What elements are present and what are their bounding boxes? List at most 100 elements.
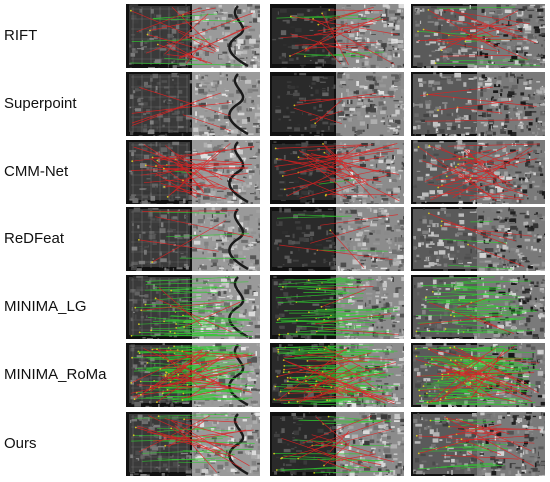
image-pair bbox=[411, 207, 545, 271]
keypoint bbox=[169, 330, 172, 333]
wrong-match-line bbox=[317, 377, 359, 400]
image-pair bbox=[126, 343, 260, 407]
correct-match-line bbox=[178, 461, 211, 464]
correct-match-line bbox=[144, 287, 225, 291]
keypoint bbox=[177, 373, 180, 376]
keypoint bbox=[440, 224, 443, 227]
correct-match-line bbox=[308, 277, 348, 281]
correct-match-line bbox=[152, 286, 217, 289]
wrong-match-line bbox=[143, 173, 248, 184]
image-pair bbox=[411, 140, 545, 204]
keypoint bbox=[321, 371, 324, 373]
correct-match-line bbox=[289, 399, 388, 405]
correct-match-line bbox=[274, 397, 392, 401]
wrong-match-line bbox=[318, 9, 363, 25]
correct-match-line bbox=[148, 211, 226, 214]
wrong-match-line bbox=[182, 7, 216, 16]
correct-match-line bbox=[314, 470, 394, 474]
correct-match-line bbox=[141, 448, 253, 454]
wrong-match-line bbox=[427, 390, 521, 403]
correct-match-line bbox=[422, 298, 485, 303]
correct-match-line bbox=[446, 390, 511, 392]
correct-match-line bbox=[150, 289, 219, 294]
keypoint bbox=[437, 109, 439, 112]
wrong-match-line bbox=[308, 362, 397, 387]
keypoint bbox=[305, 380, 307, 382]
correct-match-line bbox=[174, 362, 199, 367]
wrong-match-line bbox=[441, 10, 519, 51]
keypoint bbox=[467, 243, 469, 246]
wrong-match-line bbox=[138, 239, 219, 252]
match-panel bbox=[270, 343, 404, 407]
correct-match-line bbox=[296, 325, 348, 329]
keypoint bbox=[282, 371, 285, 374]
keypoint bbox=[322, 143, 324, 145]
correct-match-line bbox=[287, 380, 371, 384]
correct-match-line bbox=[422, 281, 506, 287]
wrong-match-line bbox=[420, 86, 494, 96]
keypoint bbox=[175, 323, 177, 325]
keypoint bbox=[181, 350, 184, 352]
correct-match-line bbox=[185, 359, 218, 362]
wrong-match-line bbox=[286, 386, 353, 392]
keypoint bbox=[134, 426, 137, 429]
wrong-match-line bbox=[452, 435, 529, 442]
wrong-match-line bbox=[152, 157, 243, 163]
keypoint bbox=[316, 288, 318, 290]
keypoint bbox=[169, 380, 172, 383]
correct-match-line bbox=[417, 463, 498, 470]
match-panel bbox=[270, 412, 404, 476]
keypoint bbox=[157, 415, 160, 418]
wrong-match-line bbox=[460, 164, 498, 177]
correct-match-line bbox=[176, 328, 219, 332]
wrong-match-line bbox=[168, 420, 205, 448]
wrong-match-line bbox=[298, 433, 348, 459]
keypoint bbox=[156, 43, 159, 46]
correct-match-line bbox=[275, 344, 374, 348]
keypoint bbox=[469, 177, 472, 180]
wrong-match-line bbox=[303, 364, 361, 393]
correct-match-line bbox=[463, 280, 532, 283]
keypoint bbox=[314, 122, 317, 125]
keypoint bbox=[454, 288, 457, 291]
correct-match-line bbox=[312, 323, 370, 328]
wrong-match-line bbox=[330, 230, 365, 269]
wrong-match-line bbox=[324, 328, 399, 336]
keypoint bbox=[457, 163, 460, 166]
correct-match-line bbox=[423, 384, 508, 387]
correct-match-line bbox=[169, 307, 213, 312]
correct-match-line bbox=[171, 394, 220, 401]
correct-match-line bbox=[308, 372, 386, 378]
wrong-match-line bbox=[419, 315, 503, 325]
wrong-match-line bbox=[165, 145, 215, 187]
correct-match-line bbox=[447, 317, 526, 323]
correct-match-line bbox=[168, 345, 241, 349]
keypoint bbox=[277, 348, 280, 351]
keypoint bbox=[289, 15, 292, 18]
keypoint bbox=[431, 358, 433, 361]
wrong-match-line bbox=[174, 424, 218, 473]
keypoint bbox=[130, 382, 133, 384]
keypoint bbox=[422, 28, 425, 31]
wrong-match-line bbox=[448, 365, 493, 398]
keypoint bbox=[146, 362, 149, 364]
image-pair bbox=[270, 140, 404, 204]
keypoint bbox=[163, 167, 165, 170]
correct-match-line bbox=[459, 157, 482, 160]
wrong-match-line bbox=[147, 34, 214, 54]
wrong-match-line bbox=[158, 287, 202, 326]
image-pair bbox=[270, 207, 404, 271]
keypoint bbox=[428, 144, 431, 147]
wrong-match-line bbox=[461, 438, 502, 455]
wrong-match-line bbox=[305, 354, 394, 361]
keypoint bbox=[441, 378, 443, 380]
wrong-match-line bbox=[324, 146, 374, 199]
keypoint bbox=[286, 376, 289, 379]
wrong-match-line bbox=[424, 119, 534, 122]
keypoint bbox=[325, 308, 327, 311]
wrong-match-line bbox=[293, 107, 342, 125]
correct-match-line bbox=[171, 286, 218, 291]
keypoint bbox=[276, 375, 279, 378]
keypoint bbox=[417, 452, 420, 455]
keypoint bbox=[182, 392, 185, 395]
